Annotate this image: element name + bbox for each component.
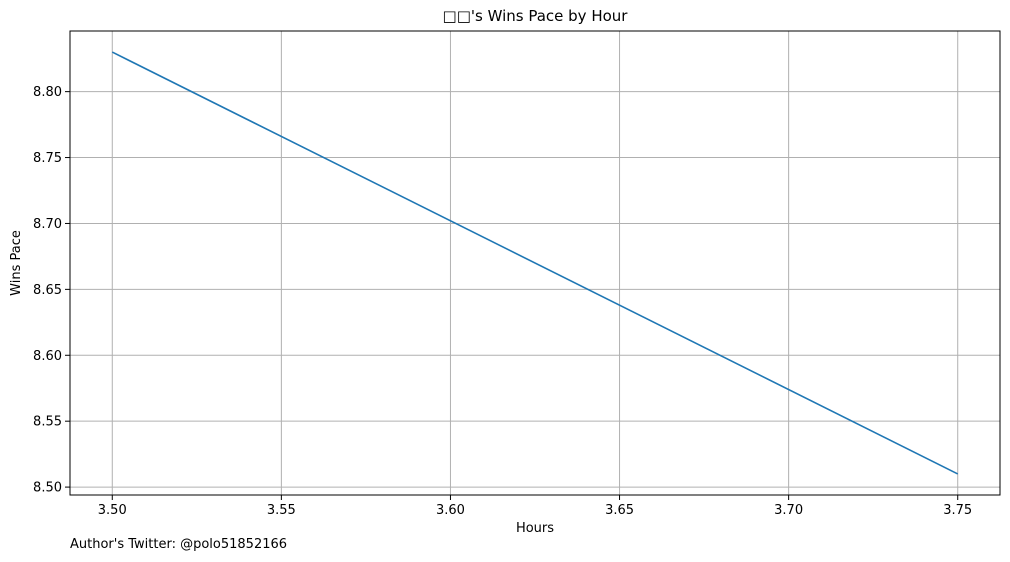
y-tick-label: 8.55 xyxy=(33,415,62,430)
grid xyxy=(70,31,1000,495)
plot-frame xyxy=(69,30,1001,496)
series-layer xyxy=(111,51,959,475)
y-tick-label: 8.70 xyxy=(33,217,62,232)
series-line xyxy=(111,51,959,475)
x-tick-label: 3.55 xyxy=(267,503,296,518)
chart-title: □□'s Wins Pace by Hour xyxy=(443,7,629,25)
y-tick-label: 8.50 xyxy=(33,481,62,496)
y-tick-label: 8.60 xyxy=(33,349,62,364)
x-tick-label: 3.65 xyxy=(605,503,634,518)
y-tick-label: 8.75 xyxy=(33,151,62,166)
y-axis-label: Wins Pace xyxy=(9,230,24,296)
x-axis-label: Hours xyxy=(516,521,554,536)
x-axis-ticks: 3.50 3.55 3.60 3.65 3.70 3.75 xyxy=(98,495,972,518)
x-tick-label: 3.70 xyxy=(774,503,803,518)
x-tick-label: 3.75 xyxy=(943,503,972,518)
x-tick-label: 3.60 xyxy=(436,503,465,518)
x-tick-label: 3.50 xyxy=(98,503,127,518)
y-axis-ticks: 8.50 8.55 8.60 8.65 8.70 8.75 8.80 xyxy=(33,85,70,496)
y-tick-label: 8.65 xyxy=(33,283,62,298)
author-twitter-note: Author's Twitter: @polo51852166 xyxy=(70,537,288,552)
y-tick-label: 8.80 xyxy=(33,85,62,100)
